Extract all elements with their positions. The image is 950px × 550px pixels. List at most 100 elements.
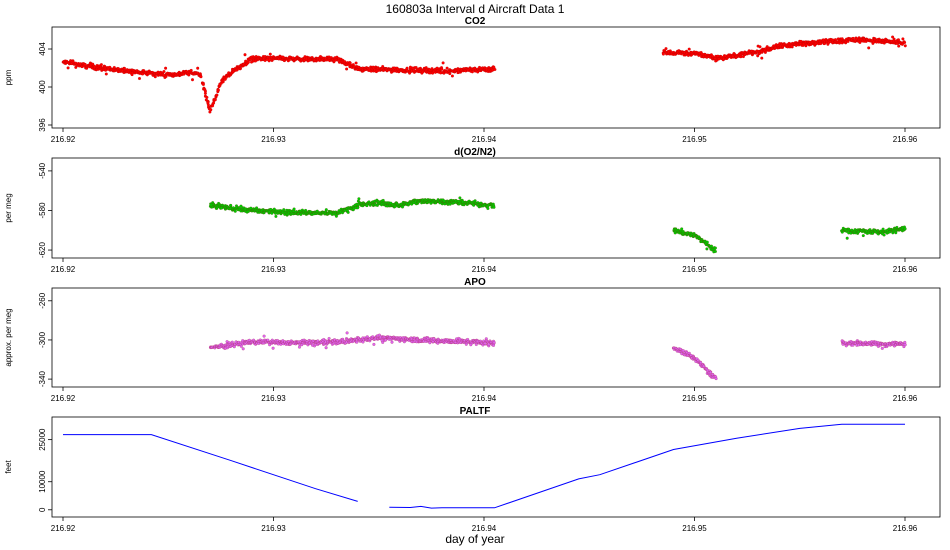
x-tick-label: 216.96 (893, 135, 918, 144)
x-tick-label: 216.95 (682, 265, 707, 274)
data-point (196, 66, 200, 70)
data-point (448, 72, 452, 76)
data-point (304, 208, 308, 212)
y-tick-label: 404 (38, 42, 47, 56)
data-point (153, 75, 157, 79)
data-point (324, 208, 328, 212)
data-point (845, 236, 849, 240)
data-point (346, 210, 350, 214)
data-point (324, 346, 328, 350)
x-tick-label: 216.94 (472, 524, 497, 533)
plot-frame (51, 157, 941, 259)
y-tick-label: -300 (38, 331, 47, 348)
data-point (901, 37, 905, 41)
data-point (216, 88, 220, 92)
data-point (201, 82, 205, 87)
data-point (400, 205, 405, 209)
data-point (867, 46, 871, 50)
data-point (661, 52, 665, 56)
data-point (357, 197, 361, 201)
figure-title: 160803a Interval d Aircraft Data 1 (386, 2, 565, 16)
y-axis-label: approx. per meg (4, 308, 13, 366)
data-point (189, 68, 193, 72)
y-tick-label: 396 (38, 118, 47, 132)
x-tick-label: 216.92 (51, 135, 76, 144)
data-point (99, 63, 103, 67)
data-point (162, 69, 166, 74)
data-point (903, 227, 907, 231)
y-tick-label: -620 (38, 241, 47, 258)
data-point (238, 66, 243, 71)
y-tick-label: -260 (38, 292, 47, 309)
x-tick-label: 216.93 (261, 394, 286, 403)
data-point (209, 108, 213, 112)
data-point (203, 89, 207, 93)
data-point (354, 61, 358, 65)
data-point (763, 50, 767, 54)
panel-title: APO (464, 277, 486, 288)
data-point (213, 98, 217, 102)
x-tick-label: 216.92 (51, 524, 76, 533)
y-tick-label: -580 (38, 202, 47, 219)
data-point (137, 76, 142, 81)
data-point (282, 208, 286, 212)
data-point (664, 47, 668, 51)
plot-frame (51, 416, 941, 518)
data-point (229, 203, 233, 207)
panel-d-o2-n2-: d(O2/N2) per meg 216.92 216.93 216.94 216.95 2… (4, 147, 941, 274)
data-point (493, 67, 497, 72)
y-tick-label: -540 (38, 162, 47, 179)
y-tick-label: 0 (38, 507, 47, 512)
data-point (271, 346, 275, 350)
x-axis-label: day of year (445, 532, 504, 546)
y-axis-label: per meg (4, 193, 13, 222)
data-point (492, 340, 496, 345)
series-line (389, 423, 905, 509)
y-tick-label: 400 (38, 80, 47, 94)
data-point (164, 66, 168, 70)
data-point (880, 346, 884, 350)
data-point (365, 204, 369, 208)
x-tick-label: 216.96 (893, 524, 918, 533)
data-point (190, 78, 195, 82)
data-point (239, 344, 243, 348)
data-point (292, 207, 296, 211)
data-point (713, 249, 717, 254)
x-tick-label: 216.94 (472, 394, 497, 403)
data-point (760, 56, 764, 60)
data-point (881, 227, 885, 231)
data-point (894, 231, 898, 235)
data-point (262, 334, 266, 338)
data-point (861, 234, 865, 238)
data-point (714, 377, 718, 381)
data-point (428, 341, 432, 345)
data-point (897, 44, 901, 48)
y-tick-label: -340 (38, 371, 47, 388)
data-point (713, 246, 717, 250)
data-point (205, 95, 209, 99)
data-point (705, 240, 709, 244)
x-tick-label: 216.95 (682, 524, 707, 533)
data-point (458, 196, 462, 200)
data-point (297, 345, 302, 349)
plot-frame (51, 287, 941, 388)
y-tick-label: 10000 (38, 470, 47, 493)
data-point (381, 340, 385, 344)
data-point (705, 247, 709, 251)
data-point (345, 67, 349, 71)
x-tick-label: 216.93 (261, 135, 286, 144)
data-point (441, 61, 445, 65)
x-tick-label: 216.96 (893, 265, 918, 274)
data-point (708, 370, 713, 374)
y-axis-label: ppm (4, 69, 13, 85)
data-point (903, 44, 907, 48)
data-point (687, 47, 691, 51)
data-point (274, 214, 278, 218)
series-line (63, 434, 358, 502)
x-tick-label: 216.92 (51, 265, 76, 274)
data-point (492, 205, 496, 209)
data-point (66, 66, 70, 70)
panel-paltf: PALTF feet 216.92 216.93 216.94 216.95 216.96 0… (4, 406, 941, 533)
data-point (345, 331, 349, 335)
data-point (450, 74, 454, 78)
